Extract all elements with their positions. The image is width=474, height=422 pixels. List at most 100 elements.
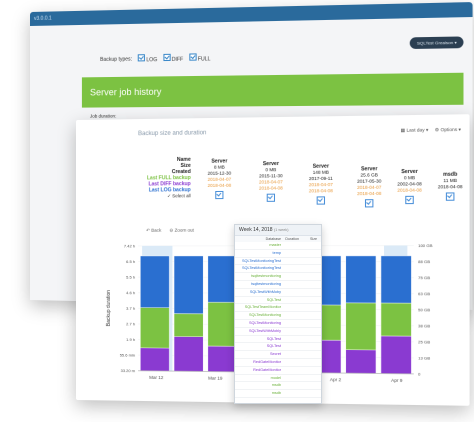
- popup-cell-dur: [281, 289, 299, 296]
- server-select-checkbox[interactable]: [266, 193, 276, 202]
- server-last-diff: 2018-04-08: [258, 185, 283, 191]
- select-all-checkbox[interactable]: ✓ Select all: [167, 193, 191, 199]
- popup-cell-size: [299, 304, 317, 311]
- popup-row[interactable]: SQLTestMonitoringTest: [235, 258, 321, 266]
- popup-row[interactable]: SQLTestMonitoringTest: [235, 265, 321, 274]
- bar-segment[interactable]: [174, 256, 203, 314]
- popup-cell-name: RedGateMonitor: [253, 367, 281, 372]
- popup-row[interactable]: msdb: [235, 382, 321, 391]
- server-select-checkbox[interactable]: [364, 199, 374, 208]
- bar-segment[interactable]: [140, 308, 169, 348]
- popup-row[interactable]: master: [235, 242, 321, 250]
- popup-row[interactable]: Secret: [235, 351, 321, 359]
- bar-segment[interactable]: [381, 303, 411, 336]
- checkbox-icon: [189, 53, 197, 61]
- popup-cell-name: msdb: [271, 383, 281, 388]
- x-tick-label: Apr 9: [391, 378, 403, 383]
- popup-cell-size: [299, 281, 317, 288]
- backup-type-full[interactable]: FULL: [189, 53, 211, 63]
- server-select-checkbox[interactable]: [316, 196, 326, 205]
- popup-rows: master temp SQLTestMonitoringTest SQLTestMo…: [235, 242, 321, 398]
- popup-cell-dur: [281, 265, 299, 272]
- bar-segment[interactable]: [346, 256, 376, 303]
- popup-cell-size: [299, 265, 317, 272]
- server-select-checkbox[interactable]: [215, 190, 224, 200]
- popup-cell-dur: [281, 297, 299, 304]
- server-column: Server 0 MB 2015-11-30 2018-04-07 2018-04-08: [246, 161, 296, 204]
- popup-row[interactable]: SQLTest: [235, 336, 321, 344]
- bar-segment[interactable]: [174, 314, 203, 337]
- popup-cell-dur: [281, 343, 299, 350]
- backup-type-log[interactable]: LOG: [138, 54, 157, 63]
- popup-row[interactable]: tsqltestmonitoring: [235, 273, 321, 281]
- popup-cell-size: [299, 343, 317, 350]
- popup-cell-size: [299, 258, 317, 265]
- bar-segment[interactable]: [381, 336, 411, 374]
- bar-segment[interactable]: [208, 302, 237, 346]
- bar-segment[interactable]: [208, 346, 237, 372]
- y-tick-label: 33.20 m: [121, 368, 136, 373]
- popup-row[interactable]: tsqltestmonitoring: [235, 281, 321, 289]
- popup-row[interactable]: SQLTest: [235, 343, 321, 352]
- popup-row[interactable]: SQLTestWithMoby: [235, 289, 321, 297]
- y2-tick-label: 25 GB: [418, 339, 430, 344]
- popup-cell-name: model: [270, 375, 281, 380]
- y-tick-label: 3.7 h: [126, 306, 135, 311]
- popup-cell-name: SQLTest: [266, 297, 281, 302]
- date-range-label: Last day: [406, 127, 425, 133]
- popup-row[interactable]: msdb: [235, 390, 321, 398]
- server-row-labels: Name Size Created Last FULL backup Last …: [144, 157, 191, 200]
- x-tick-label: Mar 12: [149, 375, 164, 380]
- popup-cell-dur: [281, 375, 299, 382]
- backup-types-row: Backup types: LOG DIFF FULL: [100, 53, 211, 64]
- popup-row[interactable]: SQLTestMonitoring: [235, 312, 321, 320]
- popup-cell-size: [299, 328, 317, 335]
- popup-row[interactable]: SQLTest: [235, 297, 321, 305]
- options-label: Options: [440, 126, 458, 133]
- bar-segment[interactable]: [381, 256, 411, 303]
- popup-cell-name: SQLTest: [266, 344, 281, 349]
- server-select-checkbox[interactable]: [405, 195, 414, 205]
- section-header: Server job history: [81, 72, 464, 108]
- date-range-dropdown[interactable]: ▦ Last day ▾: [400, 127, 429, 133]
- backup-type-label: DIFF: [171, 56, 184, 63]
- bar-segment[interactable]: [346, 350, 376, 374]
- popup-cell-dur: [281, 328, 299, 335]
- popup-row[interactable]: SQLTestTeamMonitor: [235, 304, 321, 313]
- popup-row[interactable]: SQLTestMonitoring: [235, 320, 321, 328]
- checkbox-icon: [138, 54, 146, 62]
- popup-cell-size: [299, 297, 317, 304]
- bar-segment[interactable]: [140, 256, 169, 308]
- server-column: msdb 11 MB 2018-04-08: [424, 171, 474, 203]
- server-last-diff: 2018-04-08: [207, 182, 232, 189]
- popup-subtitle: (1 week): [273, 228, 289, 232]
- popup-cell-size: [299, 273, 317, 280]
- options-dropdown[interactable]: ⚙ Options ▾: [434, 126, 461, 133]
- popup-cell-dur: [281, 320, 299, 327]
- popup-row[interactable]: temp: [235, 250, 321, 258]
- col-database: Database: [265, 237, 281, 241]
- popup-cell-name: SQLTestWithMobly: [248, 328, 281, 333]
- popup-cell-name: SQLTestMonitoring: [248, 313, 281, 318]
- popup-cell-name: master: [269, 243, 281, 247]
- server-select-checkbox[interactable]: [445, 192, 455, 201]
- backup-type-diff[interactable]: DIFF: [163, 53, 184, 63]
- popup-row[interactable]: SQLTestWithMobly: [235, 328, 321, 336]
- server-last-diff: 2018-04-08: [308, 188, 333, 194]
- popup-row[interactable]: RedGateMonitor: [235, 367, 321, 375]
- bar-segment[interactable]: [174, 337, 203, 372]
- job-duration-label: Job duration:: [89, 113, 117, 119]
- popup-cell-dur: [281, 367, 299, 374]
- server-column: Server 148 MB 2017-09-11 2018-04-07 2018-04-…: [296, 163, 346, 206]
- bar-segment[interactable]: [208, 256, 237, 302]
- popup-cell-dur: [281, 312, 299, 319]
- user-menu[interactable]: SQLTest Grealson ▾: [410, 36, 464, 50]
- bar-segment[interactable]: [346, 303, 376, 350]
- bar-segment[interactable]: [140, 348, 169, 371]
- popup-cell-size: [299, 320, 317, 327]
- popup-row[interactable]: RedGateMonitor: [235, 359, 321, 367]
- x-tick-label: Mar 19: [208, 376, 223, 381]
- popup-cell-name: msdb: [271, 391, 281, 396]
- popup-header: Week 14, 2018 (1 week): [235, 225, 321, 236]
- popup-row[interactable]: model: [235, 375, 321, 383]
